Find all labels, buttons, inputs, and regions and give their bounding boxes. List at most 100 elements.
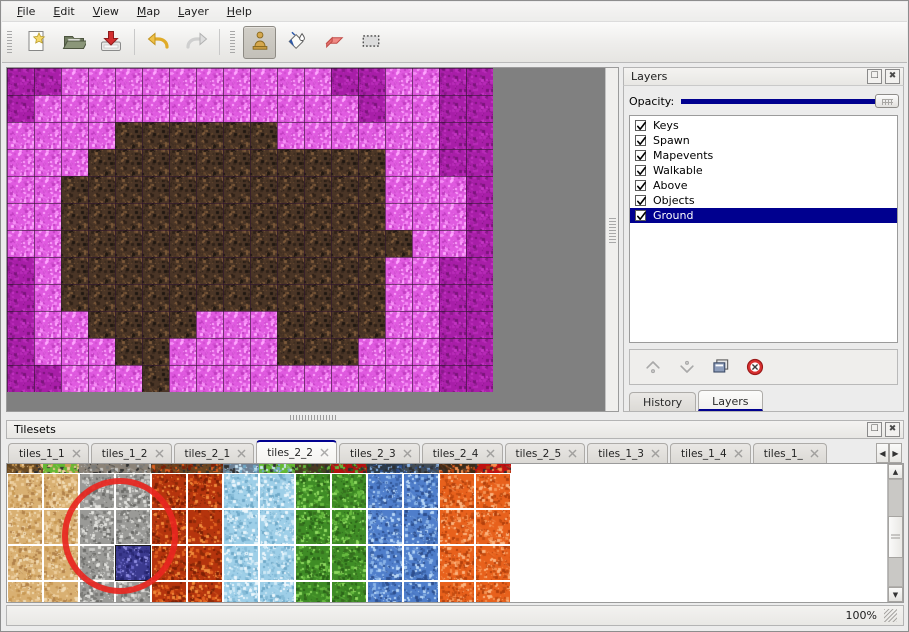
map-tile[interactable] [385, 203, 412, 230]
map-tile[interactable] [250, 284, 277, 311]
tileset-tile[interactable] [7, 581, 43, 602]
tileset-tile[interactable] [115, 581, 151, 602]
tileset-tile[interactable] [151, 581, 187, 602]
map-tile[interactable] [142, 338, 169, 365]
map-tile[interactable] [61, 365, 88, 392]
map-tile[interactable] [142, 176, 169, 203]
map-tile[interactable] [385, 257, 412, 284]
map-tile[interactable] [304, 284, 331, 311]
map-tile[interactable] [412, 311, 439, 338]
map-tile[interactable] [169, 122, 196, 149]
map-tile[interactable] [7, 203, 34, 230]
tileset-tile[interactable] [403, 581, 439, 602]
tileset-tile[interactable] [79, 545, 115, 581]
map-tile[interactable] [169, 95, 196, 122]
map-tile[interactable] [466, 149, 493, 176]
move-layer-up-button[interactable] [639, 354, 666, 380]
map-tile[interactable] [169, 68, 196, 95]
map-tile[interactable] [88, 230, 115, 257]
tileset-tile[interactable] [7, 464, 43, 473]
map-tile[interactable] [115, 311, 142, 338]
tileset-tile[interactable] [259, 545, 295, 581]
map-tile[interactable] [385, 122, 412, 149]
map-tile[interactable] [169, 257, 196, 284]
tileset-tile[interactable] [43, 509, 79, 545]
layer-visibility-checkbox[interactable] [635, 150, 646, 161]
map-tile[interactable] [142, 284, 169, 311]
map-tile[interactable] [7, 122, 34, 149]
map-tile[interactable] [61, 284, 88, 311]
map-tile[interactable] [34, 230, 61, 257]
map-tile[interactable] [34, 176, 61, 203]
map-tile[interactable] [223, 230, 250, 257]
tileset-tile[interactable] [151, 545, 187, 581]
tileset-tile[interactable] [439, 464, 475, 473]
map-tile[interactable] [385, 311, 412, 338]
map-tile[interactable] [61, 149, 88, 176]
delete-layer-button[interactable] [741, 354, 768, 380]
map-tile[interactable] [358, 284, 385, 311]
map-tile[interactable] [250, 95, 277, 122]
map-scroll-grip[interactable] [609, 218, 616, 244]
tileset-tile[interactable] [403, 545, 439, 581]
save-map-button[interactable] [94, 26, 127, 59]
map-tile[interactable] [439, 203, 466, 230]
tileset-tile[interactable] [7, 509, 43, 545]
map-tile[interactable] [304, 95, 331, 122]
resize-grip[interactable] [884, 609, 897, 622]
tileset-tile[interactable] [331, 581, 367, 602]
layer-visibility-checkbox[interactable] [635, 120, 646, 131]
map-tile[interactable] [277, 230, 304, 257]
map-tile[interactable] [115, 68, 142, 95]
close-tab-icon[interactable] [237, 449, 246, 458]
map-tile[interactable] [223, 338, 250, 365]
map-tile[interactable] [88, 284, 115, 311]
map-tile[interactable] [304, 257, 331, 284]
map-tile[interactable] [169, 149, 196, 176]
map-tile[interactable] [88, 95, 115, 122]
map-tile[interactable] [385, 365, 412, 392]
toolbar-grip-2[interactable] [229, 29, 236, 55]
map-tile[interactable] [439, 122, 466, 149]
map-tile[interactable] [439, 149, 466, 176]
map-tile[interactable] [331, 176, 358, 203]
map-tile[interactable] [358, 257, 385, 284]
map-tile[interactable] [196, 311, 223, 338]
map-tile[interactable] [196, 149, 223, 176]
map-tile[interactable] [277, 95, 304, 122]
map-tile[interactable] [304, 203, 331, 230]
tileset-tile[interactable] [403, 473, 439, 509]
tileset-tile[interactable] [187, 509, 223, 545]
move-layer-down-button[interactable] [673, 354, 700, 380]
close-tab-icon[interactable] [72, 449, 81, 458]
tileset-tile[interactable] [187, 464, 223, 473]
map-tile[interactable] [196, 68, 223, 95]
map-tile[interactable] [250, 203, 277, 230]
tileset-tile[interactable] [259, 464, 295, 473]
map-tile[interactable] [196, 230, 223, 257]
map-tile[interactable] [331, 365, 358, 392]
tileset-tile[interactable] [475, 581, 511, 602]
tileset-tile[interactable] [439, 473, 475, 509]
tileset-tab-tiles_2_3[interactable]: tiles_2_3 [339, 443, 420, 463]
map-tile[interactable] [358, 95, 385, 122]
tileset-tile[interactable] [151, 464, 187, 473]
map-tile[interactable] [412, 257, 439, 284]
map-tile[interactable] [412, 338, 439, 365]
map-tile[interactable] [277, 68, 304, 95]
map-canvas-viewport[interactable] [6, 67, 619, 412]
map-tile[interactable] [466, 338, 493, 365]
map-tile[interactable] [358, 365, 385, 392]
map-tile[interactable] [61, 95, 88, 122]
map-tile[interactable] [142, 365, 169, 392]
map-tile[interactable] [385, 338, 412, 365]
map-tile[interactable] [115, 176, 142, 203]
tileset-tile[interactable] [223, 464, 259, 473]
map-tile[interactable] [439, 311, 466, 338]
tileset-tile[interactable] [115, 464, 151, 473]
map-tile[interactable] [196, 203, 223, 230]
tileset-tile[interactable] [115, 509, 151, 545]
tileset-tile[interactable] [43, 545, 79, 581]
map-tile[interactable] [439, 95, 466, 122]
menu-item-edit[interactable]: Edit [53, 5, 75, 18]
